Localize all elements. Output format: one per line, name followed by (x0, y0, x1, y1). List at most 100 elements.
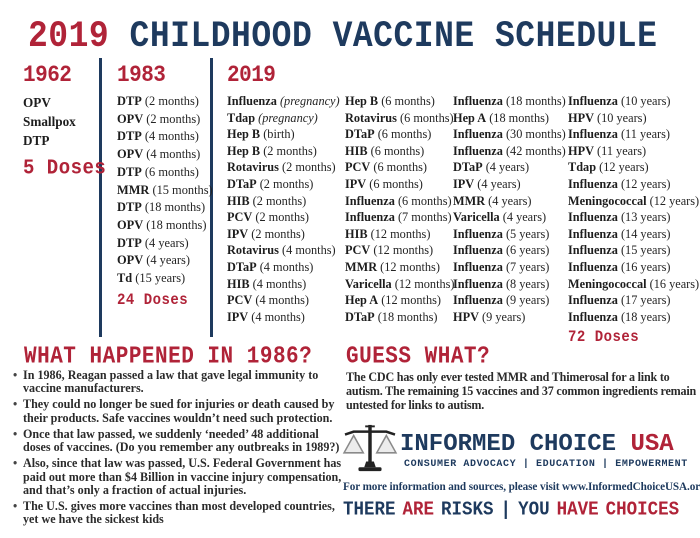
vaccine-name: HIB (345, 226, 368, 241)
vaccine-name: Hep A (345, 293, 379, 308)
vaccine-name: Rotavirus (345, 110, 397, 125)
vaccine-item: OPV (4 years) (117, 252, 213, 270)
vaccine-item: PCV (12 months) (345, 242, 451, 259)
vaccine-item: Influenza (9 years) (453, 292, 566, 309)
vaccine-dose: (18 months) (374, 309, 438, 324)
vaccine-name: OPV (117, 111, 144, 126)
vaccine-dose: (9 years) (478, 309, 526, 324)
logo-name-main: INFORMED CHOICE (400, 431, 617, 458)
vaccine-item: IPV (4 months) (227, 309, 343, 326)
vaccine-name: PCV (345, 160, 371, 175)
column-2019-sub2: Hep B (6 months) Rotavirus (6 months) DTaP… (345, 93, 455, 326)
vaccine-item: Influenza (16 years) (568, 259, 698, 276)
vaccine-item: DTaP (18 months) (345, 309, 451, 326)
vaccine-dose: (6 years) (502, 243, 550, 258)
vaccine-name: PCV (227, 210, 253, 225)
vaccine-name: Influenza (568, 176, 618, 191)
vaccine-name: HIB (345, 143, 368, 158)
vaccine-name: DTaP (453, 160, 483, 175)
vaccine-item: Influenza (11 years) (568, 126, 698, 143)
vaccine-dose: (6 months) (370, 160, 427, 175)
vaccine-item: OPV (23, 93, 106, 112)
vaccine-name: HPV (568, 110, 594, 125)
vaccine-item: Influenza (12 years) (568, 176, 698, 193)
vaccine-dose: (8 years) (502, 276, 550, 291)
vaccine-item: PCV (2 months) (227, 209, 343, 226)
vaccine-dose: (6 months) (367, 143, 425, 158)
vaccine-name: DTP (117, 164, 142, 179)
vaccine-name: HPV (568, 143, 594, 158)
vaccine-dose: (18 months) (141, 200, 206, 215)
vaccine-dose: (12 years) (646, 193, 700, 208)
vaccine-name: IPV (453, 176, 475, 191)
vaccine-name: Influenza (227, 94, 277, 108)
vaccine-name: DTP (117, 94, 142, 108)
vaccine-dose: (birth) (260, 127, 295, 142)
vaccine-dose: (pregnancy) (255, 110, 318, 125)
vaccine-item: DTP (2 months) (117, 93, 213, 111)
vaccine-item: Td (15 years) (117, 270, 213, 288)
vaccine-name: Influenza (345, 210, 395, 225)
vaccine-item: Influenza (6 years) (453, 242, 566, 259)
vaccine-name: DTP (23, 133, 50, 148)
vaccine-name: HPV (453, 309, 479, 324)
vaccine-dose: (13 years) (617, 210, 671, 225)
vaccine-dose: (6 months) (396, 110, 454, 125)
vaccine-item: Influenza (6 months) (345, 193, 452, 210)
vaccine-name: Influenza (453, 127, 503, 142)
vaccine-item: HPV (9 years) (453, 309, 566, 326)
vaccine-item: IPV (4 years) (453, 176, 566, 193)
vaccine-dose: (12 months) (367, 226, 431, 241)
vaccine-item: DTaP (2 months) (227, 176, 343, 193)
vaccine-name: OPV (117, 253, 144, 268)
vaccine-item: MMR (15 months) (117, 182, 213, 200)
vaccine-name: Varicella (453, 210, 500, 225)
vaccine-item: Smallpox (23, 112, 106, 131)
vaccine-item: Influenza (30 months) (453, 126, 566, 143)
vaccine-name: Influenza (568, 94, 618, 108)
bullet-item: Once that law passed, we suddenly ‘neede… (13, 427, 349, 455)
vaccine-name: Tdap (568, 160, 597, 175)
vaccine-dose: (12 months) (391, 276, 455, 291)
vaccine-list-1983: DTP (2 months) OPV (2 months) DTP (4 month… (117, 93, 213, 288)
vaccine-item: DTaP (4 months) (227, 259, 343, 276)
vaccine-dose: (2 months) (278, 160, 336, 175)
year-heading-1983: 1983 (117, 63, 166, 89)
vaccine-name: Rotavirus (227, 243, 279, 258)
vaccine-list-1962: OPV Smallpox DTP (23, 93, 106, 150)
vaccine-dose: (9 years) (502, 293, 550, 308)
vaccine-name: Influenza (345, 193, 395, 208)
vaccine-item: IPV (2 months) (227, 226, 343, 243)
slogan-word: ARE (402, 499, 435, 521)
vaccine-item: Hep B (2 months) (227, 143, 343, 160)
vaccine-item: OPV (4 months) (117, 146, 213, 164)
title-year: 2019 (28, 16, 110, 58)
vaccine-name: Meningococcal (568, 193, 647, 208)
vaccine-item: Influenza (5 years) (453, 226, 566, 243)
vaccine-dose: (12 years) (617, 176, 671, 191)
logo-name-accent: USA (630, 431, 674, 458)
vaccine-item: PCV (6 months) (345, 159, 451, 176)
vaccine-dose: (11 years) (593, 143, 647, 158)
vaccine-name: Hep B (227, 143, 261, 158)
vaccine-item: Rotavirus (6 months) (345, 110, 454, 127)
vaccine-item: Influenza (7 years) (453, 259, 566, 276)
vaccine-dose: (4 years) (474, 176, 521, 191)
vaccine-item: Hep A (18 months) (453, 110, 566, 127)
vaccine-dose: (12 months) (370, 243, 434, 258)
vaccine-item: Influenza (8 years) (453, 276, 566, 293)
vaccine-name: Influenza (453, 259, 503, 274)
vaccine-name: HIB (227, 193, 250, 208)
vaccine-dose: (17 years) (617, 293, 671, 308)
vaccine-item: Hep B (birth) (227, 126, 343, 143)
title-text: CHILDHOOD VACCINE SCHEDULE (129, 16, 658, 58)
vaccine-name: Influenza (453, 226, 503, 241)
vaccine-name: IPV (345, 176, 367, 191)
vaccine-name: Smallpox (23, 114, 76, 129)
vaccine-item: Rotavirus (4 months) (227, 242, 343, 259)
vaccine-item: OPV (18 months) (117, 217, 213, 235)
vaccine-item: DTP (23, 131, 106, 150)
vaccine-dose: (14 years) (617, 226, 671, 241)
vaccine-dose: (7 months) (394, 210, 452, 225)
vaccine-name: Influenza (568, 226, 618, 241)
